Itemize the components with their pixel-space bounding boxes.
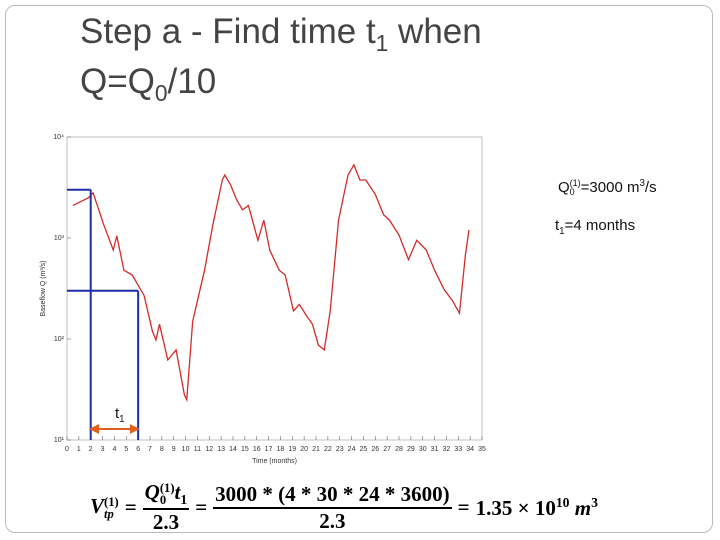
x-tick-label: 0 [65,446,69,453]
x-tick-label: 19 [288,446,296,453]
formula-text: 1.35 × 10 [475,495,556,520]
formula-text: t [174,480,181,504]
formula-v: V (1) tp [90,494,119,521]
x-tick-label: 1 [77,446,81,453]
x-tick-label: 29 [407,446,415,453]
x-tick-label: 22 [324,446,332,453]
formula-sub: 0 [159,493,167,508]
note-text: t [555,217,560,234]
formula-fraction: Q (1) 0 t1 2.3 [142,480,190,535]
note-text: =4 months [564,217,636,234]
x-tick-label: 21 [312,446,320,453]
x-tick-label: 33 [454,446,462,453]
formula-sup: 3 [591,494,598,510]
note-script: (1) 0 [570,179,581,197]
x-tick-label: 27 [383,446,391,453]
formula: V (1) tp = Q (1) 0 t1 2.3 = 3000 * (4 * 30 * 2… [90,480,598,535]
x-tick-label: 7 [148,446,152,453]
title-text: when [388,12,482,51]
title-sub: 1 [375,30,389,56]
x-tick-label: 26 [371,446,379,453]
y-tick-label: 10³ [54,235,65,242]
note-text: /s [644,179,657,196]
x-tick-label: 2 [89,446,93,453]
formula-sub: 1 [180,492,188,508]
data-line [72,163,470,403]
x-tick-label: 17 [265,446,273,453]
formula-text: Q [144,480,160,504]
note-sup: (1) [569,178,581,189]
x-tick-label: 30 [419,446,427,453]
x-tick-label: 4 [112,446,116,453]
arrow-label: t1 [115,405,125,425]
numerator: 3000 * (4 * 30 * 24 * 3600) [213,482,452,509]
x-tick-label: 35 [478,446,486,453]
x-tick-label: 25 [360,446,368,453]
x-tick-label: 32 [443,446,451,453]
numerator: Q (1) 0 t1 [142,480,190,511]
title-text: /10 [167,62,217,101]
x-tick-label: 15 [241,446,249,453]
x-tick-label: 11 [194,446,201,453]
note-text: t [115,405,120,422]
x-tick-label: 24 [348,446,356,453]
slide-frame [5,5,713,533]
formula-eq: = [195,495,208,520]
x-tick-label: 9 [172,446,176,453]
formula-fraction: 3000 * (4 * 30 * 24 * 3600) 2.3 [213,482,452,534]
formula-text: V [90,494,105,519]
x-tick-label: 14 [229,446,237,453]
x-tick-label: 34 [466,446,474,453]
x-tick-label: 12 [205,446,213,453]
x-tick-label: 8 [160,446,164,453]
annotation-q0: Q (1) 0 =3000 m3/s [558,178,657,197]
x-tick-label: 6 [136,446,140,453]
x-tick-label: 20 [300,446,308,453]
y-tick-label: 10⁴ [53,134,64,141]
note-text: Q [558,179,570,196]
title-text: Step a - Find time t [80,12,376,51]
formula-script: (1) 0 [159,480,175,508]
formula-sub: tp [104,507,114,522]
x-axis-label: Time (months) [252,458,297,465]
x-tick-label: 23 [336,446,344,453]
x-tick-label: 13 [217,446,225,453]
note-sub: 1 [559,226,565,237]
x-tick-label: 18 [277,446,285,453]
x-tick-label: 10 [182,446,190,453]
note-sub: 1 [119,414,125,425]
title-line: Step a - Find time t1 when [80,12,482,57]
formula-sup: (1) [104,494,119,509]
y-tick-label: 10² [54,336,65,343]
formula-script: (1) tp [104,496,119,521]
formula-sup: (1) [159,480,175,495]
y-axis-label: Baseflow Q (m³/s) [40,260,47,316]
x-tick-label: 5 [124,446,128,453]
formula-eq: = [457,495,470,520]
denominator: 2.3 [319,508,346,533]
note-sup: 3 [639,178,645,189]
y-tick-label: 10¹ [54,437,65,444]
title-line: Q=Q0/10 [80,62,216,107]
formula-sup: 10 [555,494,570,510]
x-tick-label: 31 [431,446,439,453]
plot-area [66,136,483,441]
formula-result: 1.35 × 1010 m3 [476,495,598,521]
formula-text: m [574,495,592,520]
note-sub: 0 [569,187,575,198]
x-tick-label: 16 [253,446,261,453]
formula-eq: = [124,495,137,520]
title-text: Q=Q [80,62,155,101]
note-text: =3000 m [580,179,640,196]
x-tick-label: 3 [101,446,105,453]
title-sub: 0 [154,80,168,106]
x-tick-label: 28 [395,446,403,453]
annotation-t1: t1=4 months [555,217,635,237]
denominator: 2.3 [152,510,180,535]
